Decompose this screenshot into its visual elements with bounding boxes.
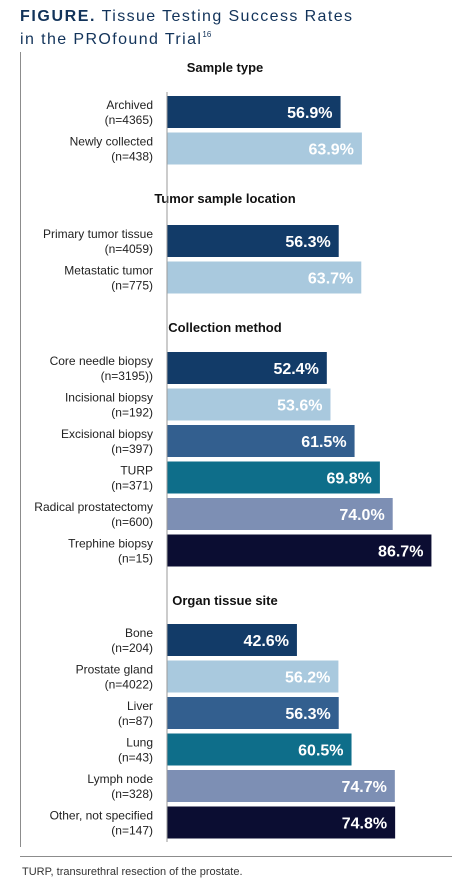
category-label: Other, not specified [50,809,153,823]
category-label: Excisional biopsy [61,427,153,441]
bar [167,261,362,294]
bar-value-label: 74.7% [341,779,386,796]
category-sample-size: (n=328) [111,787,153,801]
category-label: Bone [125,626,153,640]
bottom-rule [20,856,452,857]
category-label: Lymph node [87,772,153,786]
group-title: Organ tissue site [172,593,277,608]
bar-value-label: 56.3% [285,234,330,251]
bar-value-label: 74.8% [342,816,387,833]
bar [167,660,339,693]
category-sample-size: (n=147) [111,824,153,838]
bar [167,425,355,457]
bar [167,225,339,257]
category-label: Newly collected [70,135,153,149]
bar-value-label: 61.5% [301,434,346,451]
category-sample-size: (n=4059) [105,242,153,256]
category-sample-size: (n=204) [111,641,153,655]
bar-value-label: 86.7% [378,544,423,561]
bar [167,534,432,567]
bar [167,806,396,839]
group-title: Tumor sample location [154,191,295,206]
category-sample-size: (n=397) [111,442,153,456]
category-label: Incisional biopsy [65,391,153,405]
category-sample-size: (n=3195)) [101,369,153,383]
category-sample-size: (n=43) [118,751,153,765]
category-sample-size: (n=775) [111,279,153,293]
bar [167,770,395,802]
category-label: Core needle biopsy [50,354,153,368]
group-title: Sample type [187,60,264,75]
category-sample-size: (n=192) [111,406,153,420]
category-label: TURP [120,464,153,478]
category-label: Radical prostatectomy [34,500,153,514]
bar-value-label: 56.9% [287,105,332,122]
figure-title: FIGURE. Tissue Testing Success Rates in … [20,8,440,49]
bar [167,132,362,165]
bar-value-label: 56.2% [285,670,330,687]
figure-title-line2: in the PROfound Trial [20,31,203,48]
left-rule [20,52,21,847]
bar [167,352,327,384]
category-sample-size: (n=15) [118,552,153,566]
figure-label: FIGURE. [20,8,97,25]
category-label: Trephine biopsy [68,537,153,551]
bar-value-label: 52.4% [273,361,318,378]
bar [167,388,331,421]
figure-title-reference: 16 [202,30,212,39]
bar-value-label: 74.0% [339,507,384,524]
bar-value-label: 60.5% [298,743,343,760]
group-title: Collection method [168,320,281,335]
bar [167,96,341,128]
category-sample-size: (n=87) [118,714,153,728]
bar [167,733,352,766]
bar-value-label: 69.8% [327,471,372,488]
bar [167,461,380,494]
footnote: TURP, transurethral resection of the pro… [22,866,243,878]
bar-chart: Sample type 56.9% Archived(n=4365) 63.9% New… [34,60,432,842]
bar-value-label: 56.3% [285,706,330,723]
category-sample-size: (n=4365) [105,113,153,127]
bar [167,624,297,656]
category-sample-size: (n=371) [111,479,153,493]
bar [167,498,393,530]
category-label: Archived [106,98,153,112]
bar [167,697,339,729]
bar-value-label: 63.7% [308,271,353,288]
category-label: Prostate gland [76,663,153,677]
category-label: Primary tumor tissue [43,227,153,241]
bar-value-label: 53.6% [277,398,322,415]
category-label: Metastatic tumor [64,264,153,278]
category-sample-size: (n=438) [111,150,153,164]
category-sample-size: (n=600) [111,515,153,529]
category-label: Liver [127,699,153,713]
category-label: Lung [126,736,153,750]
category-sample-size: (n=4022) [105,678,153,692]
bar-value-label: 63.9% [309,142,354,159]
bar-value-label: 42.6% [244,633,289,650]
figure-title-line1: Tissue Testing Success Rates [101,8,354,25]
